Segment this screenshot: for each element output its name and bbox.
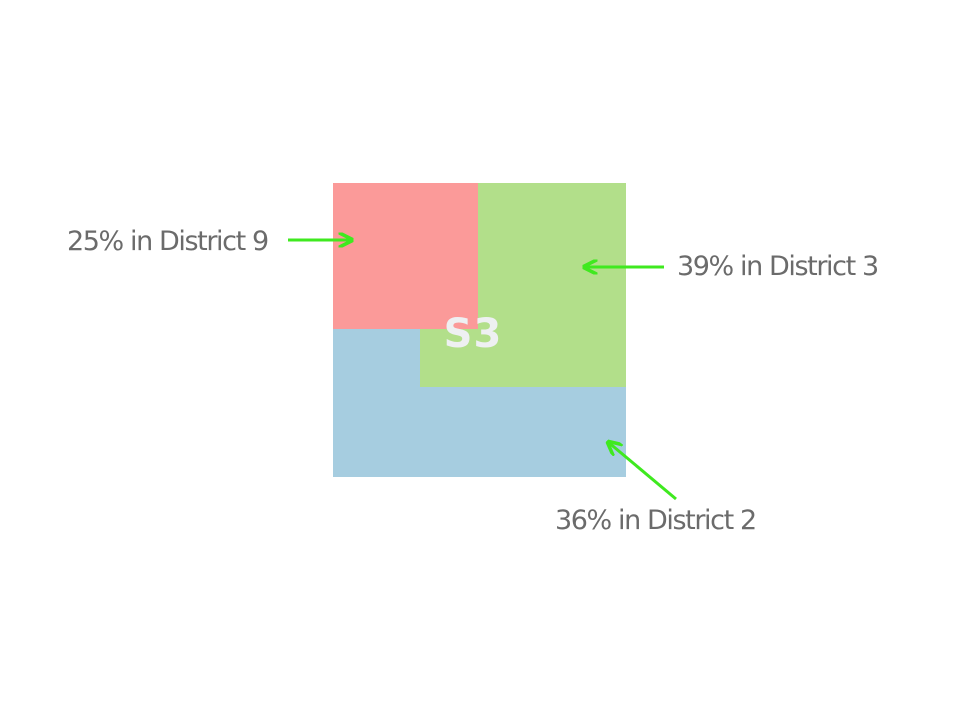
callout-label-district-3: 39% in District 3 <box>677 251 878 282</box>
arrow-district-2 <box>608 442 677 501</box>
center-label: S3 <box>444 311 503 357</box>
callout-label-district-9: 25% in District 9 <box>67 226 268 257</box>
callout-district-2: 36% in District 2 <box>555 442 757 536</box>
region-district-9 <box>333 183 478 329</box>
callout-district-3: 39% in District 3 <box>584 251 879 282</box>
callout-label-district-2: 36% in District 2 <box>555 505 756 536</box>
callout-district-9: 25% in District 9 <box>67 226 352 257</box>
